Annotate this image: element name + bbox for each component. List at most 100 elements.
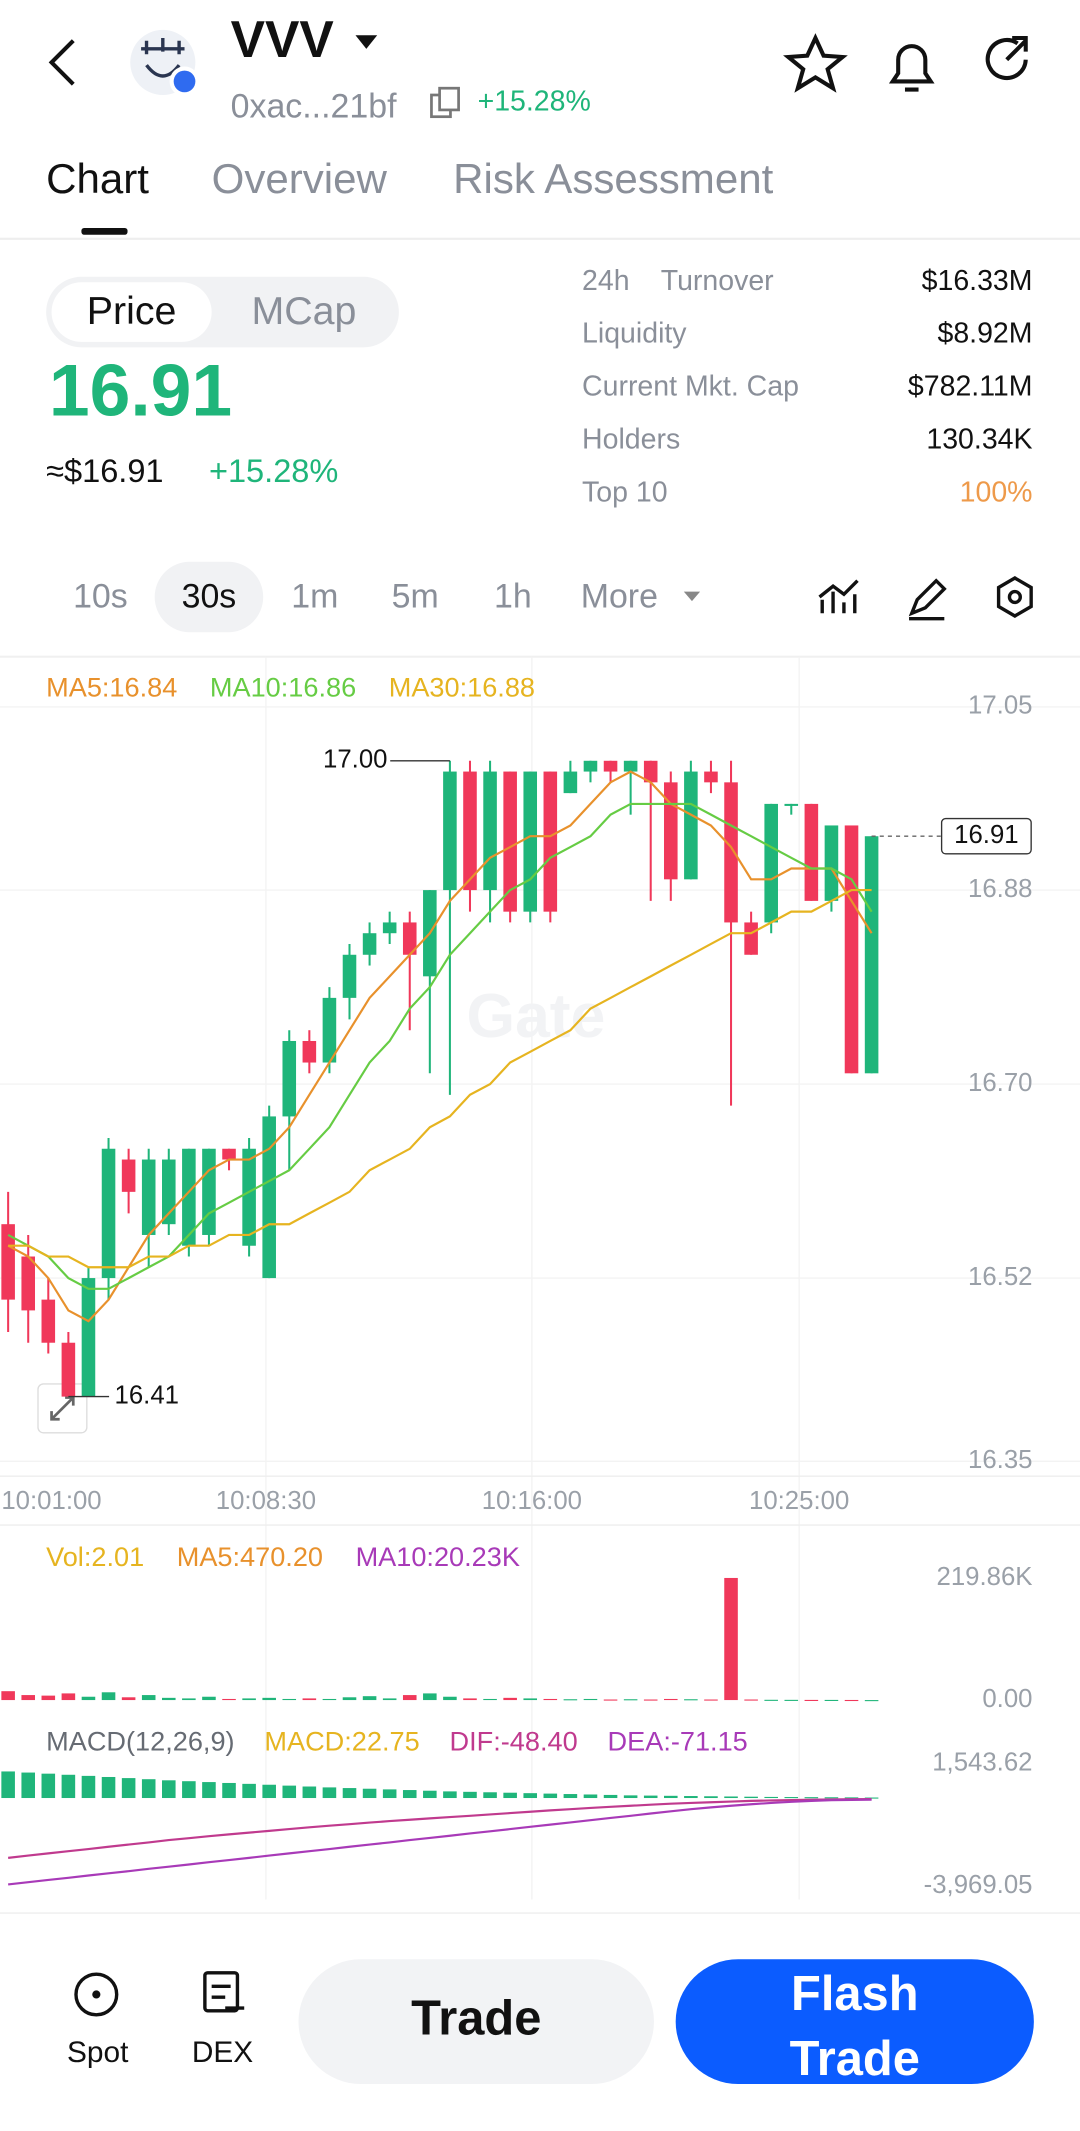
volume-bar: [664, 1698, 678, 1701]
interval[interactable]: 30s: [182, 577, 237, 615]
alert-icon[interactable]: [888, 44, 935, 92]
spot-icon[interactable]: [74, 1972, 119, 2017]
candle-body: [864, 836, 879, 1074]
volume-bar: [523, 1698, 538, 1701]
dex-icon[interactable]: [203, 1971, 245, 2013]
interval[interactable]: 1m: [291, 577, 338, 615]
macd-bar: [844, 1797, 859, 1799]
tab[interactable]: Risk Assessment: [453, 155, 773, 202]
candle-body: [804, 803, 819, 901]
trade-button[interactable]: [298, 1959, 654, 2085]
volume-bar: [81, 1696, 96, 1701]
interval[interactable]: 10s: [73, 577, 128, 615]
volume-bar: [182, 1698, 196, 1701]
volume-bar: [643, 1699, 658, 1701]
settings-icon-dot: [1007, 589, 1022, 605]
token-dropdown[interactable]: [355, 35, 378, 49]
flash-trade-label[interactable]: Trade: [790, 2032, 920, 2086]
toggle-option[interactable]: MCap: [251, 289, 356, 333]
volume-bar: [1, 1691, 15, 1701]
volume-bar: [41, 1695, 56, 1701]
volume-bar: [864, 1700, 879, 1702]
stat-value: 100%: [960, 476, 1033, 508]
macd-bar: [362, 1788, 377, 1799]
volume-bar: [242, 1698, 256, 1701]
share-icon[interactable]: [985, 35, 1028, 81]
candle-body: [684, 771, 698, 880]
candle-body: [603, 760, 618, 772]
interval[interactable]: 5m: [392, 577, 439, 615]
toggle-option[interactable]: Price: [87, 289, 177, 333]
copy-icon[interactable]: [430, 86, 460, 119]
trade-label[interactable]: Trade: [411, 1992, 541, 2046]
candle-body: [543, 771, 558, 912]
y-tick-label: 16.52: [968, 1263, 1032, 1291]
macd-bar: [543, 1793, 558, 1799]
volume-bar: [61, 1693, 76, 1701]
volume-bar: [764, 1699, 778, 1701]
high-label: 17.00: [323, 746, 387, 774]
candle-body: [182, 1148, 196, 1246]
volume-bar: [362, 1696, 377, 1701]
y-tick-label: 16.70: [968, 1069, 1032, 1097]
candle-body: [503, 771, 517, 912]
back-button[interactable]: [48, 39, 75, 86]
token-address: 0xac...21bf: [231, 88, 397, 126]
indicator-icon[interactable]: [818, 579, 859, 614]
stat-value: $782.11M: [908, 371, 1033, 403]
candle-body: [402, 922, 417, 955]
candle-body: [643, 760, 658, 783]
candle-body: [704, 771, 718, 783]
chart-grid: [0, 656, 1080, 1914]
stat-label: Current Mkt. Cap: [582, 371, 799, 403]
stat-value: $16.33M: [922, 265, 1033, 297]
more-dropdown[interactable]: [683, 591, 701, 602]
interval-more[interactable]: More: [581, 577, 658, 615]
macd-bar: [21, 1772, 36, 1799]
macd-bar: [242, 1783, 256, 1799]
candle-body: [1, 1224, 15, 1300]
candle-body: [844, 825, 859, 1074]
x-tick-label: 10:25:00: [749, 1487, 849, 1515]
usd-price: ≈$16.91: [46, 453, 163, 489]
volume-bar: [503, 1697, 517, 1701]
y-tick-label: 219.86K: [937, 1563, 1033, 1591]
volume-bar: [443, 1696, 457, 1701]
macd-bar: [684, 1796, 698, 1799]
draw-icon[interactable]: [908, 578, 947, 621]
candle-body: [322, 997, 337, 1063]
settings-icon[interactable]: [996, 576, 1033, 618]
macd-bar: [744, 1796, 758, 1799]
header-change: +15.28%: [478, 86, 591, 118]
macd-bar: [162, 1780, 176, 1799]
flash-trade-label[interactable]: Flash: [791, 1967, 919, 2021]
token-title: VVV: [231, 10, 335, 68]
volume-bar: [563, 1699, 578, 1701]
candle-body: [302, 1040, 317, 1063]
macd-bar: [764, 1796, 778, 1799]
favorite-icon[interactable]: [783, 33, 848, 93]
macd-bar: [282, 1785, 297, 1799]
macd-bar: [222, 1782, 236, 1799]
legend-entry: DEA:-71.15: [608, 1726, 748, 1757]
candle-body: [162, 1159, 176, 1225]
tab-active[interactable]: Chart: [46, 155, 149, 202]
macd-bar: [61, 1774, 76, 1799]
legend-entry: MACD(12,26,9): [46, 1726, 234, 1757]
stat-label: Liquidity: [582, 318, 687, 350]
volume-bar: [162, 1697, 176, 1701]
volume-bar: [724, 1577, 738, 1701]
stat-label: Holders: [582, 424, 680, 456]
legend-entry: MACD:22.75: [264, 1726, 419, 1757]
y-tick-label: 1,543.62: [932, 1749, 1032, 1777]
tab[interactable]: Overview: [212, 155, 388, 202]
macd-bar: [41, 1773, 56, 1799]
interval[interactable]: 1h: [494, 577, 532, 615]
dex-label[interactable]: DEX: [192, 2036, 253, 2069]
flash-trade-button[interactable]: [675, 1959, 1034, 2085]
macd-bar: [182, 1781, 196, 1799]
macd-bar: [804, 1797, 819, 1799]
spot-label[interactable]: Spot: [67, 2036, 129, 2069]
macd-bar: [382, 1789, 397, 1799]
